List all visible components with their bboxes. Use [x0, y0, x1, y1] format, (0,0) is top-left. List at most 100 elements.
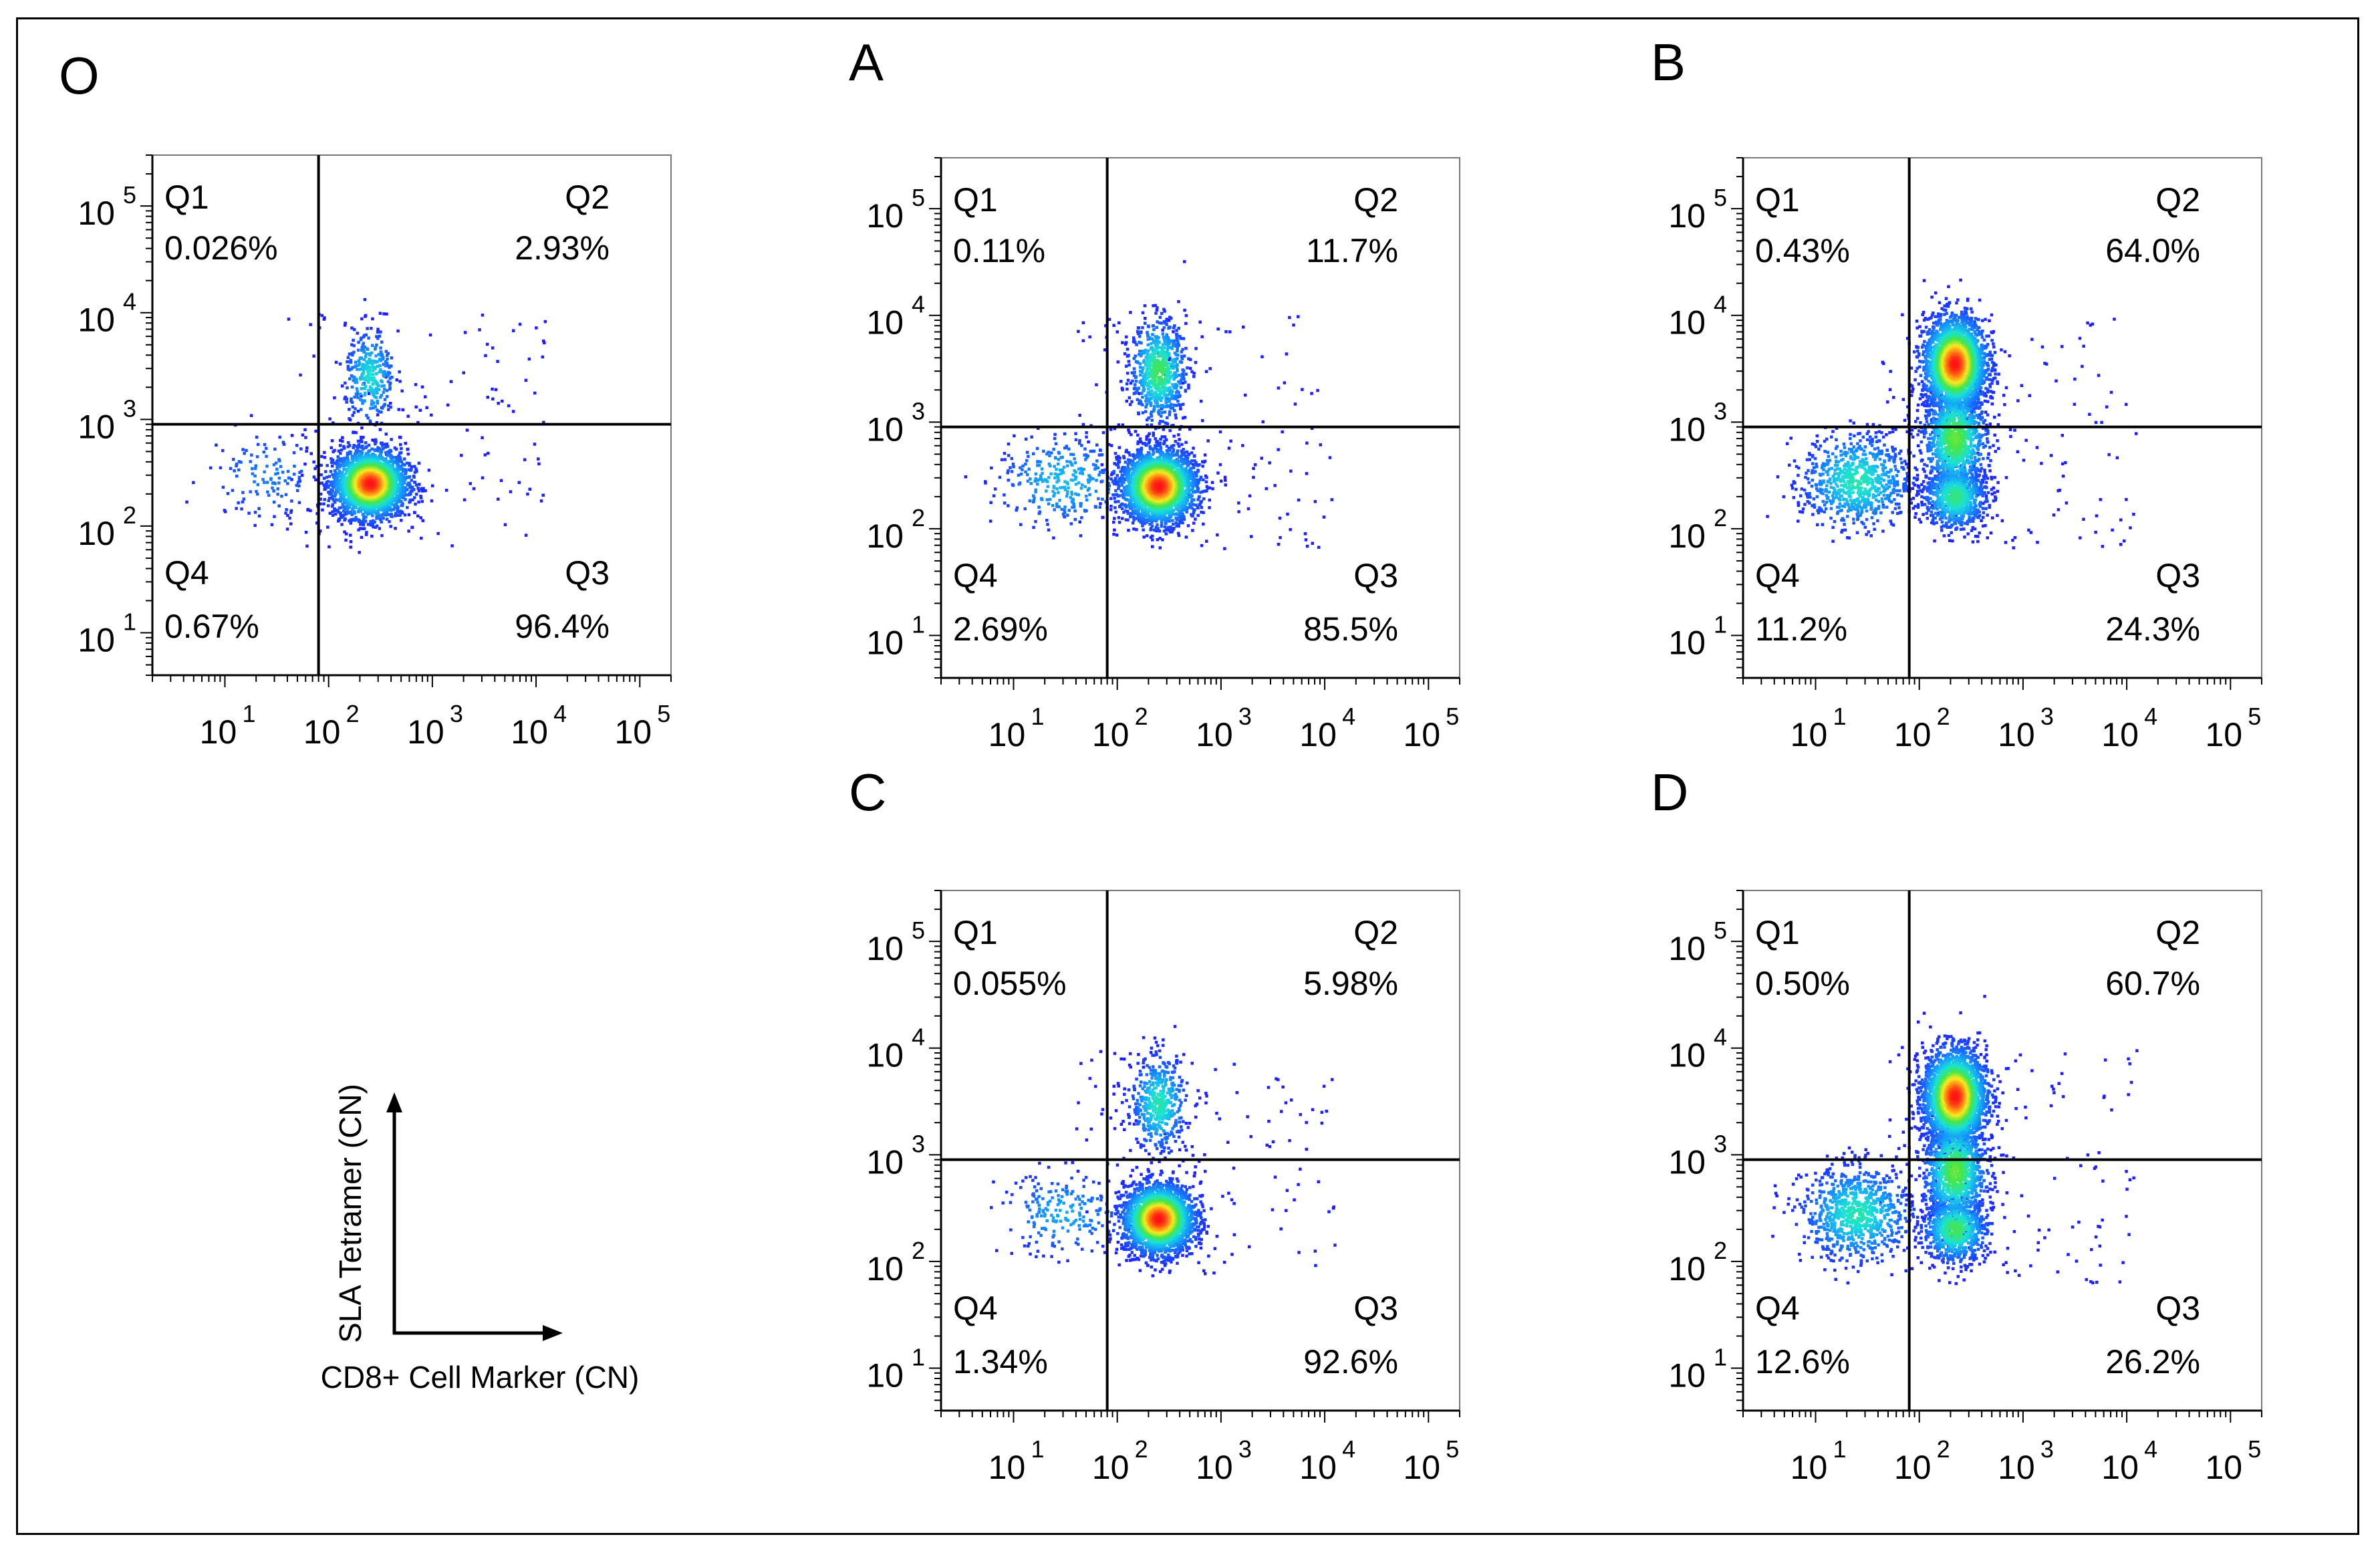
- density-point: [1083, 485, 1087, 489]
- density-point: [1079, 467, 1083, 471]
- density-point: [352, 444, 356, 447]
- density-point: [1048, 497, 1052, 501]
- density-point: [1179, 505, 1183, 509]
- density-point: [1161, 420, 1165, 423]
- density-point: [1160, 514, 1163, 517]
- density-point: [1033, 496, 1036, 500]
- density-point: [348, 417, 351, 421]
- density-point: [1121, 341, 1124, 344]
- density-point: [1134, 375, 1138, 378]
- density-point: [255, 489, 258, 493]
- density-point: [1154, 340, 1157, 344]
- density-point: [1115, 456, 1118, 459]
- density-point: [376, 399, 379, 403]
- density-point: [272, 489, 275, 493]
- density-point: [323, 497, 326, 501]
- density-point: [1134, 387, 1137, 390]
- density-point: [350, 476, 353, 480]
- density-point: [1126, 465, 1130, 469]
- density-point: [1136, 455, 1140, 459]
- density-point: [1148, 440, 1151, 443]
- density-point: [372, 393, 375, 396]
- density-point: [378, 428, 382, 431]
- density-point: [1138, 353, 1141, 356]
- density-point: [1123, 466, 1127, 470]
- density-point: [369, 490, 373, 493]
- density-point: [341, 475, 345, 479]
- density-point: [387, 513, 390, 516]
- density-point: [1172, 377, 1176, 381]
- density-point: [396, 463, 399, 466]
- density-point: [524, 378, 528, 382]
- density-point: [394, 483, 398, 486]
- density-point: [376, 364, 379, 368]
- density-point: [336, 488, 340, 491]
- density-point: [1199, 475, 1203, 479]
- density-point: [1029, 481, 1033, 485]
- density-point: [1176, 349, 1179, 353]
- density-point: [537, 462, 541, 466]
- density-point: [274, 472, 277, 476]
- density-point: [292, 451, 296, 455]
- density-point: [1112, 324, 1115, 327]
- density-point: [419, 496, 423, 499]
- density-point: [1136, 330, 1140, 334]
- density-point: [368, 354, 372, 357]
- density-point: [1142, 535, 1146, 539]
- density-point: [349, 360, 353, 364]
- density-point: [541, 355, 545, 359]
- density-point: [392, 461, 396, 465]
- density-point: [1133, 464, 1136, 468]
- density-point: [1141, 311, 1145, 315]
- density-point: [340, 384, 344, 388]
- density-point: [542, 421, 545, 424]
- density-point: [1192, 455, 1196, 458]
- density-point: [328, 417, 332, 421]
- density-point: [1132, 374, 1136, 377]
- density-point: [1152, 408, 1156, 411]
- density-point: [256, 443, 260, 447]
- density-point: [1134, 383, 1137, 386]
- density-point: [369, 376, 373, 380]
- density-point: [1019, 472, 1023, 476]
- density-point: [297, 501, 301, 504]
- density-point: [352, 378, 356, 382]
- density-point: [301, 433, 305, 437]
- density-point: [376, 336, 380, 340]
- density-point: [390, 364, 393, 368]
- density-point: [1166, 338, 1169, 342]
- density-point: [1128, 453, 1132, 457]
- density-point: [354, 407, 357, 410]
- density-point: [338, 444, 342, 447]
- density-point: [1186, 484, 1190, 487]
- density-point: [1187, 357, 1190, 360]
- density-point: [1190, 513, 1193, 516]
- density-point: [1210, 481, 1214, 484]
- density-point: [1158, 321, 1162, 325]
- density-point: [237, 501, 240, 505]
- density-point: [239, 461, 243, 464]
- density-point: [386, 467, 389, 471]
- density-point: [1136, 398, 1140, 401]
- density-point: [1142, 520, 1146, 523]
- density-point: [414, 383, 418, 386]
- density-point: [1065, 492, 1069, 495]
- density-point: [346, 497, 349, 501]
- density-point: [354, 474, 358, 477]
- density-point: [1164, 516, 1168, 519]
- density-point: [1189, 461, 1192, 465]
- density-point: [1141, 326, 1144, 330]
- density-point: [1126, 387, 1129, 391]
- density-point: [1150, 337, 1154, 340]
- density-point: [481, 476, 485, 479]
- density-point: [1104, 324, 1107, 328]
- density-point: [384, 443, 387, 446]
- density-point: [393, 468, 396, 471]
- density-point: [286, 469, 290, 473]
- density-point: [1181, 381, 1185, 385]
- density-point: [1155, 529, 1158, 533]
- density-point: [233, 469, 236, 473]
- density-point: [407, 481, 410, 485]
- density-point: [1183, 416, 1187, 419]
- density-point: [300, 473, 304, 477]
